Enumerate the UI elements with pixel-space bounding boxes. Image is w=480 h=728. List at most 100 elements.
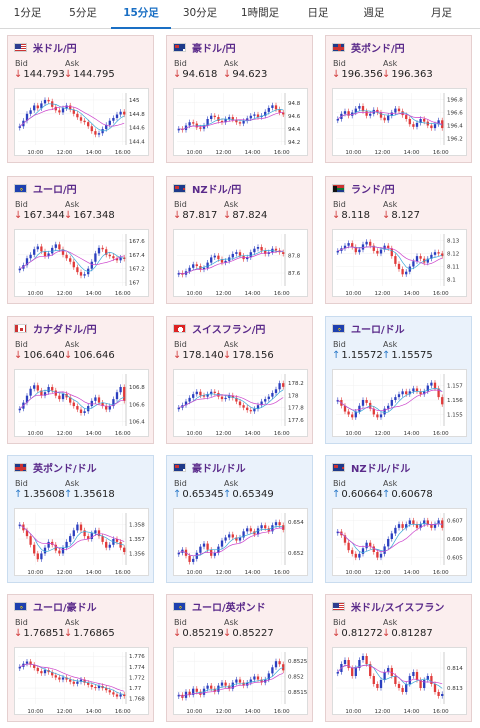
currency-title[interactable]: ユーロ/豪ドル bbox=[14, 599, 97, 614]
candle-body bbox=[51, 387, 54, 391]
candle-body bbox=[408, 119, 411, 125]
candlestick-chart[interactable]: 10:00 12:00 14:00 16:00 106.8 106.6 106.4 bbox=[14, 369, 149, 437]
candlestick-chart[interactable]: 10:00 12:00 14:00 16:00 1.157 1.156 1.155 bbox=[332, 369, 467, 437]
candle-body bbox=[361, 106, 365, 112]
currency-title[interactable]: ユーロ/ドル bbox=[332, 321, 405, 336]
currency-card[interactable]: ユーロ/ドル Bid Ask ↑1.15572 ↑1.15575 10:00 12:00 14… bbox=[325, 316, 472, 444]
currency-card[interactable]: NZドル/ドル Bid Ask ↑0.60664 ↑0.60678 10:00 12:00 1… bbox=[325, 455, 472, 583]
currency-card[interactable]: 豪ドル/ドル Bid Ask ↑0.65345 ↑0.65349 10:00 12:00 14… bbox=[166, 455, 313, 583]
currency-card[interactable]: 米ドル/スイスフラン Bid Ask ↓0.81272 ↓0.81287 10:00 12:… bbox=[325, 594, 472, 722]
candle-body bbox=[188, 122, 191, 126]
currency-title[interactable]: 英ポンド/円 bbox=[332, 40, 405, 55]
candlestick-chart[interactable]: 10:00 12:00 14:00 16:00 196.8 196.6 196.4 196.2 bbox=[332, 88, 467, 156]
tab-3[interactable]: 30分足 bbox=[182, 7, 218, 19]
currency-pair-name[interactable]: 英ポンド/ドル bbox=[33, 463, 97, 475]
bid-label: Bid bbox=[174, 200, 187, 209]
currency-card[interactable]: 米ドル/円 Bid Ask ↓144.793 ↓144.795 10:00 12:00 14:… bbox=[7, 35, 154, 163]
candlestick-chart[interactable]: 10:00 12:00 14:00 16:00 0.607 0.606 0.605 bbox=[332, 508, 467, 576]
candlestick-chart[interactable]: 10:00 12:00 14:00 16:00 87.8 87.6 bbox=[173, 229, 308, 297]
candlestick-chart[interactable]: 10:00 12:00 14:00 16:00 94.8 94.6 94.4 94.2 bbox=[173, 88, 308, 156]
candle-body bbox=[115, 114, 119, 118]
currency-card[interactable]: NZドル/円 Bid Ask ↓87.817 ↓87.824 10:00 12:00 14:0… bbox=[166, 176, 313, 304]
candle-body bbox=[387, 539, 390, 547]
currency-card[interactable]: 豪ドル/円 Bid Ask ↓94.618 ↓94.623 10:00 12:00 14:00… bbox=[166, 35, 313, 163]
currency-pair-name[interactable]: 豪ドル/ドル bbox=[192, 463, 246, 475]
currency-title[interactable]: 米ドル/スイスフラン bbox=[332, 599, 445, 614]
candle-body bbox=[253, 408, 256, 412]
candlestick-chart[interactable]: 10:00 12:00 14:00 16:00 1.776 1.774 1.772 1.77 1… bbox=[14, 647, 149, 715]
x-tick-label: 12:00 bbox=[57, 570, 73, 576]
candlestick-chart[interactable]: 10:00 12:00 14:00 16:00 1.358 1.357 1.356 bbox=[14, 508, 149, 576]
tab-5[interactable]: 日足 bbox=[307, 7, 329, 19]
currency-pair-name[interactable]: ユーロ/英ポンド bbox=[192, 602, 266, 614]
candle-body bbox=[260, 525, 263, 529]
currency-card[interactable]: カナダドル/円 Bid Ask ↓106.640 ↓106.646 10:00 12:00 1… bbox=[7, 316, 154, 444]
candlestick-chart[interactable]: 10:00 12:00 14:00 16:00 167.6 167.4 167.2 167 bbox=[14, 229, 149, 297]
candlestick-chart[interactable]: 10:00 12:00 14:00 16:00 0.814 0.813 bbox=[332, 647, 467, 715]
bid-label: Bid bbox=[174, 618, 187, 627]
candlestick-chart[interactable]: 10:00 12:00 14:00 16:00 8.13 8.12 8.11 8.1 bbox=[332, 229, 467, 297]
currency-pair-name[interactable]: ユーロ/円 bbox=[33, 184, 77, 196]
currency-pair-name[interactable]: スイスフラン/円 bbox=[192, 324, 266, 336]
tab-6[interactable]: 週足 bbox=[363, 7, 385, 19]
y-tick-label: 0.813 bbox=[447, 686, 463, 692]
currency-title[interactable]: ユーロ/円 bbox=[14, 181, 77, 196]
y-tick-label: 8.12 bbox=[447, 252, 459, 258]
currency-pair-name[interactable]: 米ドル/スイスフラン bbox=[351, 602, 445, 614]
moving-average-line bbox=[178, 250, 284, 275]
tab-0[interactable]: 1分足 bbox=[13, 7, 42, 19]
candle-body bbox=[358, 106, 361, 109]
currency-title[interactable]: 豪ドル/円 bbox=[173, 40, 236, 55]
candle-body bbox=[76, 406, 79, 410]
candle-body bbox=[184, 401, 188, 406]
arrow-down-icon: ↓ bbox=[173, 628, 182, 639]
currency-pair-name[interactable]: ランド/円 bbox=[351, 184, 395, 196]
currency-title[interactable]: ユーロ/英ポンド bbox=[173, 599, 266, 614]
currency-title[interactable]: カナダドル/円 bbox=[14, 321, 97, 336]
currency-title[interactable]: 豪ドル/ドル bbox=[173, 460, 246, 475]
candle-body bbox=[441, 397, 444, 405]
candlestick-chart[interactable]: 10:00 12:00 14:00 16:00 0.654 0.652 bbox=[173, 508, 308, 576]
currency-pair-name[interactable]: 豪ドル/円 bbox=[192, 43, 236, 55]
candle-body bbox=[76, 267, 79, 273]
candle-body bbox=[336, 672, 339, 674]
tab-4[interactable]: 1時間足 bbox=[240, 7, 280, 19]
currency-card[interactable]: ユーロ/英ポンド Bid Ask ↓0.85219 ↓0.85227 10:00 12:00… bbox=[166, 594, 313, 722]
candle-body bbox=[441, 520, 444, 528]
currency-card[interactable]: ユーロ/豪ドル Bid Ask ↓1.76851 ↓1.76865 10:00 12:00 1… bbox=[7, 594, 154, 722]
candlestick-chart[interactable]: 10:00 12:00 14:00 16:00 145 144.8 144.6 144.4 bbox=[14, 88, 149, 156]
candle-body bbox=[426, 676, 429, 680]
tab-2[interactable]: 15分足 bbox=[111, 0, 171, 29]
candle-body bbox=[231, 534, 234, 538]
arrow-down-icon: ↓ bbox=[223, 69, 232, 80]
currency-pair-name[interactable]: NZドル/円 bbox=[192, 184, 242, 196]
currency-card[interactable]: スイスフラン/円 Bid Ask ↓178.140 ↓178.156 10:00 12:00… bbox=[166, 316, 313, 444]
currency-title[interactable]: ランド/円 bbox=[332, 181, 395, 196]
currency-pair-name[interactable]: ユーロ/ドル bbox=[351, 324, 405, 336]
currency-pair-name[interactable]: 英ポンド/円 bbox=[351, 43, 405, 55]
currency-pair-name[interactable]: ユーロ/豪ドル bbox=[33, 602, 97, 614]
currency-title[interactable]: NZドル/ドル bbox=[332, 460, 411, 475]
tab-7[interactable]: 月足 bbox=[431, 7, 452, 19]
currency-pair-name[interactable]: 米ドル/円 bbox=[33, 43, 77, 55]
currency-card[interactable]: ユーロ/円 Bid Ask ↓167.344 ↓167.348 10:00 12:00 14:… bbox=[7, 176, 154, 304]
y-tick-label: 0.606 bbox=[447, 537, 463, 543]
candle-body bbox=[401, 391, 404, 395]
candle-body bbox=[274, 105, 278, 110]
currency-title[interactable]: NZドル/円 bbox=[173, 181, 242, 196]
candle-body bbox=[282, 252, 285, 254]
currency-pair-name[interactable]: NZドル/ドル bbox=[351, 463, 411, 475]
candle-body bbox=[29, 254, 32, 259]
currency-pair-name[interactable]: カナダドル/円 bbox=[33, 324, 97, 336]
currency-title[interactable]: 英ポンド/ドル bbox=[14, 460, 97, 475]
bid-label: Bid bbox=[15, 340, 28, 349]
currency-card[interactable]: 英ポンド/円 Bid Ask ↓196.356 ↓196.363 10:00 12:00 14… bbox=[325, 35, 472, 163]
candlestick-chart[interactable]: 10:00 12:00 14:00 16:00 0.8525 0.852 0.8515 bbox=[173, 647, 308, 715]
currency-title[interactable]: スイスフラン/円 bbox=[173, 321, 266, 336]
tab-1[interactable]: 5分足 bbox=[69, 7, 97, 19]
currency-card[interactable]: ランド/円 Bid Ask ↓8.118 ↓8.127 10:00 12:00 14:00 16… bbox=[325, 176, 472, 304]
currency-title[interactable]: 米ドル/円 bbox=[14, 40, 77, 55]
candlestick-chart[interactable]: 10:00 12:00 14:00 16:00 178.2 178 177.8 177.6 bbox=[173, 369, 308, 437]
bid-value: ↓178.140 bbox=[173, 350, 224, 361]
currency-card[interactable]: 英ポンド/ドル Bid Ask ↑1.35608 ↑1.35618 10:00 12:00 1… bbox=[7, 455, 154, 583]
